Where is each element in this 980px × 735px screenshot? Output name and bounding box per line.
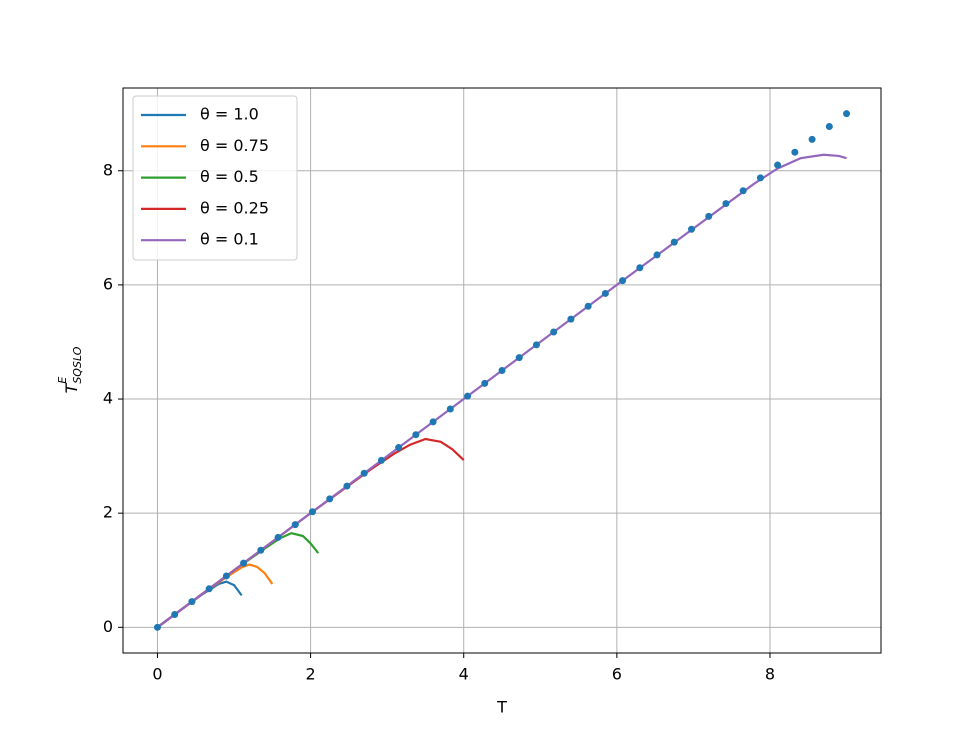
y-label-sub: SQSLO xyxy=(71,346,84,383)
point xyxy=(291,521,299,529)
point xyxy=(481,379,489,387)
legend-label: θ = 1.0 xyxy=(200,105,259,124)
point xyxy=(222,572,230,580)
point xyxy=(774,161,782,169)
point xyxy=(756,174,764,182)
y-label-base: T xyxy=(62,382,81,393)
point xyxy=(808,135,816,143)
legend-label: θ = 0.75 xyxy=(200,136,269,155)
point xyxy=(377,456,385,464)
legend-box xyxy=(132,95,298,261)
point xyxy=(360,469,368,477)
point xyxy=(843,110,851,118)
point xyxy=(188,598,196,606)
point xyxy=(464,392,472,400)
point xyxy=(739,187,747,195)
point xyxy=(584,302,592,310)
point xyxy=(567,315,575,323)
point xyxy=(446,405,454,413)
y-tick-label: 6 xyxy=(103,274,113,293)
point xyxy=(274,533,282,541)
line xyxy=(156,580,243,629)
legend: θ = 1.0 θ = 0.75 θ = 0.5 θ = 0.25 θ = 0.1 xyxy=(132,95,298,261)
point xyxy=(636,264,644,272)
x-tick-label: 2 xyxy=(305,665,315,684)
point xyxy=(153,623,161,631)
point xyxy=(653,251,661,259)
point xyxy=(429,418,437,426)
point xyxy=(550,328,558,336)
y-label-sup: E xyxy=(56,377,69,384)
x-axis-label: T xyxy=(496,698,507,717)
point xyxy=(309,508,316,516)
point xyxy=(240,559,248,567)
legend-label: θ = 0.25 xyxy=(200,198,269,217)
point xyxy=(412,431,420,439)
point xyxy=(395,444,403,452)
y-axis-label-text: TE SQSLO xyxy=(56,346,84,393)
y-tick-label: 0 xyxy=(103,617,113,636)
y-tick-label: 4 xyxy=(103,389,113,408)
point xyxy=(722,200,730,208)
point xyxy=(326,495,334,503)
legend-label: θ = 0.1 xyxy=(200,230,259,249)
point xyxy=(791,148,799,156)
line xyxy=(156,153,847,629)
point xyxy=(825,123,833,131)
x-tick-label: 0 xyxy=(152,665,162,684)
point xyxy=(532,341,540,349)
x-tick-label: 6 xyxy=(612,665,622,684)
point xyxy=(257,546,265,554)
point xyxy=(601,289,609,297)
point xyxy=(205,585,213,593)
x-tick-label: 4 xyxy=(459,665,469,684)
line xyxy=(156,531,320,629)
legend-label: θ = 0.5 xyxy=(200,167,259,186)
point xyxy=(705,212,713,220)
point xyxy=(515,354,523,362)
x-tick-label: 8 xyxy=(765,665,775,684)
plot-frame xyxy=(122,87,882,654)
y-tick-label: 2 xyxy=(103,503,113,522)
point xyxy=(688,225,695,233)
point xyxy=(670,238,678,246)
point xyxy=(498,367,506,374)
point xyxy=(343,482,351,490)
point xyxy=(619,277,627,285)
y-axis-label: TE SQSLO xyxy=(56,346,84,393)
point xyxy=(171,610,179,618)
y-tick-label: 8 xyxy=(103,160,113,179)
